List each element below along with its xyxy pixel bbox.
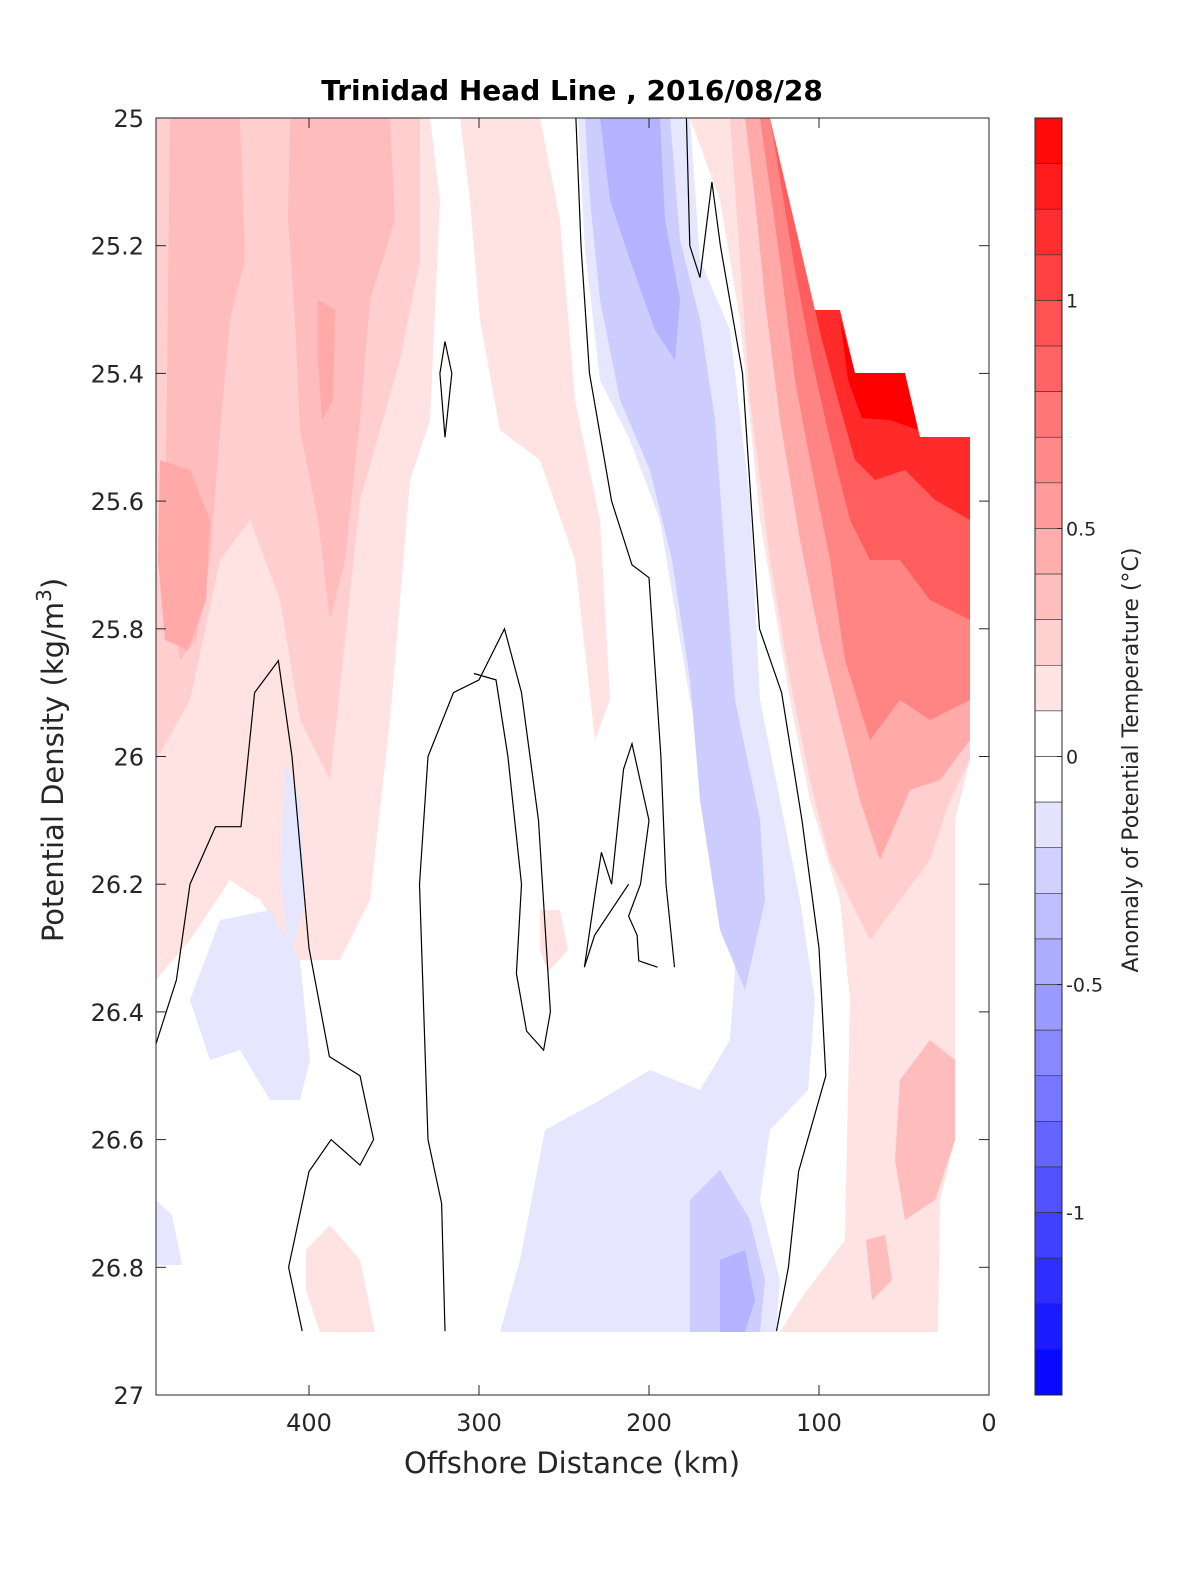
y-axis-label: Potential Density (kg/m3) bbox=[32, 578, 70, 942]
colorbar-segment bbox=[1034, 254, 1063, 301]
y-tick-label: 25.2 bbox=[91, 233, 144, 261]
colorbar-segment bbox=[1034, 938, 1063, 985]
colorbar-segment bbox=[1034, 1166, 1063, 1213]
colorbar-tick-label: 0 bbox=[1066, 747, 1078, 769]
warm-region-offshore-mid2 bbox=[288, 118, 395, 620]
y-tick-label: 26.4 bbox=[91, 999, 144, 1027]
colorbar-segment bbox=[1034, 573, 1063, 620]
no-data-upper-right bbox=[770, 118, 989, 1395]
cool-region-edge bbox=[156, 1200, 182, 1265]
colorbar-segment bbox=[1034, 893, 1063, 940]
colorbar-segment bbox=[1034, 1075, 1063, 1122]
cool-region-offshore-thin bbox=[280, 760, 305, 960]
cool-region-mid bbox=[585, 118, 765, 990]
colorbar-segment bbox=[1034, 1349, 1063, 1396]
colorbar-segment bbox=[1034, 436, 1063, 484]
y-axis-label-main: Potential Density (kg/m bbox=[36, 602, 70, 942]
cool-region-core bbox=[600, 118, 680, 360]
warm-region-coastal-5 bbox=[770, 118, 970, 620]
zero-contour-line bbox=[439, 341, 453, 438]
x-tick-label: 400 bbox=[286, 1409, 332, 1437]
colorbar-segment bbox=[1034, 710, 1063, 757]
colorbar-tick-label: -1 bbox=[1066, 1203, 1085, 1225]
warm-region-central bbox=[460, 118, 610, 740]
colorbar-segment bbox=[1034, 1029, 1063, 1077]
colorbar-segment bbox=[1034, 300, 1063, 347]
colorbar-segment bbox=[1034, 664, 1063, 712]
warm-region-deep-offshore bbox=[306, 1225, 375, 1332]
warm-region-offshore-core2 bbox=[318, 300, 335, 420]
zero-contour-line bbox=[575, 118, 676, 968]
anomaly-fills bbox=[156, 118, 989, 1395]
no-data-bottom bbox=[156, 1332, 989, 1395]
colorbar-segment bbox=[1034, 117, 1063, 164]
y-tick-label: 25.4 bbox=[91, 360, 144, 388]
colorbar-segment bbox=[1034, 1212, 1063, 1259]
colorbar-segment bbox=[1034, 847, 1063, 894]
x-tick-label: 100 bbox=[796, 1409, 842, 1437]
zero-contour-line bbox=[418, 627, 552, 1332]
colorbar-segment bbox=[1034, 756, 1063, 803]
colorbar-segment bbox=[1034, 345, 1063, 392]
colorbar-segment bbox=[1034, 1121, 1063, 1168]
colorbar-segment bbox=[1034, 1257, 1063, 1305]
x-axis: 400 300 200 100 0 bbox=[286, 118, 997, 1437]
cool-region-light bbox=[500, 118, 815, 1332]
colorbar: 1 0.5 0 -0.5 -1 bbox=[1034, 117, 1103, 1396]
colorbar-segment bbox=[1034, 391, 1063, 438]
colorbar-segment bbox=[1034, 163, 1063, 210]
y-tick-label: 25.6 bbox=[91, 488, 144, 516]
y-axis-label-superscript: 3 bbox=[32, 589, 56, 602]
y-tick-label: 26.2 bbox=[91, 871, 144, 899]
warm-region-deep-coastal bbox=[895, 1040, 955, 1220]
warm-region-coastal-max bbox=[840, 318, 918, 430]
colorbar-segment bbox=[1034, 208, 1063, 256]
colorbar-segment bbox=[1034, 619, 1063, 666]
warm-region-deep-coastal-2 bbox=[866, 1235, 892, 1300]
colorbar-tick-label: 0.5 bbox=[1066, 518, 1096, 540]
x-axis-label: Offshore Distance (km) bbox=[404, 1446, 740, 1480]
cool-region-offshore bbox=[190, 910, 310, 1100]
zero-contour-line bbox=[156, 659, 375, 1332]
colorbar-segment bbox=[1034, 801, 1063, 849]
plot-area bbox=[156, 118, 989, 1395]
x-tick-label: 0 bbox=[981, 1409, 996, 1437]
colorbar-tick-label: -0.5 bbox=[1066, 975, 1103, 997]
colorbar-tick-label: 1 bbox=[1066, 290, 1078, 312]
cool-region-deep-core bbox=[720, 1250, 755, 1332]
colorbar-segment bbox=[1034, 528, 1063, 575]
colorbar-label: Anomaly of Potential Temperature (°C) bbox=[1119, 548, 1144, 973]
warm-region-small-2 bbox=[786, 1310, 810, 1332]
colorbar-segment bbox=[1034, 482, 1063, 529]
colorbar-segment bbox=[1034, 984, 1063, 1031]
zero-contour-line bbox=[685, 118, 827, 1332]
y-tick-label: 25 bbox=[113, 105, 144, 133]
x-tick-label: 200 bbox=[626, 1409, 672, 1437]
y-tick-label: 26.6 bbox=[91, 1127, 144, 1155]
x-tick-label: 300 bbox=[456, 1409, 502, 1437]
colorbar-segment bbox=[1034, 1303, 1063, 1350]
y-tick-label: 26.8 bbox=[91, 1254, 144, 1282]
zero-contour-line bbox=[583, 741, 658, 968]
y-axis: 25 25.2 25.4 25.6 25.8 26 26.2 26.4 26.6 26.8 27 bbox=[91, 105, 989, 1410]
y-tick-label: 26 bbox=[113, 744, 144, 772]
chart-title: Trinidad Head Line , 2016/08/28 bbox=[321, 74, 823, 107]
y-axis-label-close: ) bbox=[36, 578, 70, 589]
warm-region-offshore-core bbox=[158, 460, 210, 650]
y-tick-label: 25.8 bbox=[91, 616, 144, 644]
zero-contours bbox=[156, 118, 827, 1332]
y-tick-label: 27 bbox=[113, 1382, 144, 1410]
